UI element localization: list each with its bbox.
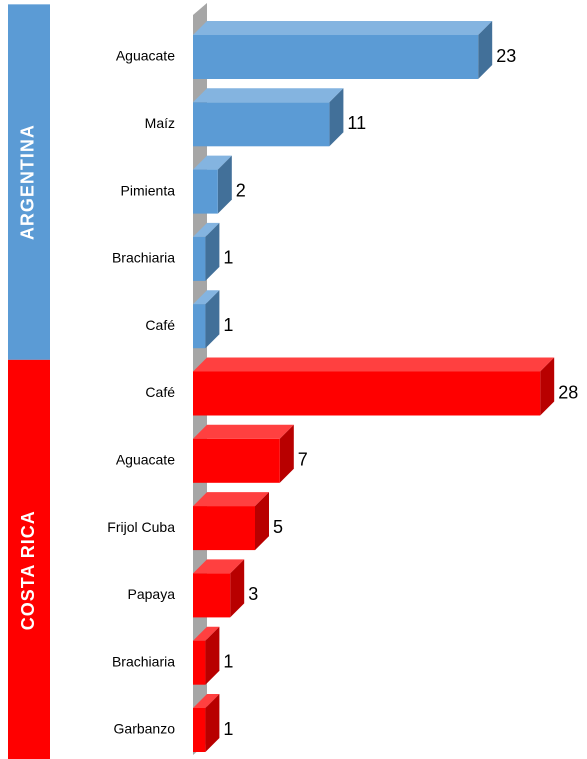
bar-side — [540, 357, 555, 416]
bar-side — [478, 21, 493, 79]
value-label: 2 — [236, 180, 246, 200]
category-label: Maíz — [145, 115, 175, 131]
category-label: Garbanzo — [114, 721, 176, 737]
value-label: 5 — [273, 517, 283, 537]
bar-side — [255, 492, 269, 551]
value-label: 1 — [223, 719, 233, 739]
category-label: Brachiaria — [112, 250, 175, 266]
bar — [193, 438, 280, 483]
bar — [193, 35, 479, 79]
bar-side — [217, 155, 232, 214]
bar-side — [329, 88, 344, 147]
bar — [193, 573, 231, 618]
bar — [193, 236, 206, 281]
value-label: 1 — [223, 315, 233, 335]
bar — [193, 371, 541, 416]
bar-top — [193, 357, 555, 372]
value-label: 23 — [496, 46, 516, 66]
category-label: Café — [145, 317, 175, 333]
bar — [193, 169, 218, 214]
value-label: 1 — [223, 248, 233, 268]
bar-top — [193, 290, 220, 305]
bar — [193, 102, 330, 147]
category-label: Frijol Cuba — [107, 519, 175, 535]
value-label: 3 — [248, 584, 258, 604]
bar — [193, 304, 206, 349]
value-label: 7 — [298, 450, 308, 470]
category-label: Brachiaria — [112, 653, 175, 669]
value-label: 1 — [223, 651, 233, 671]
group-band — [8, 4, 50, 360]
bar — [193, 640, 206, 685]
category-label: Aguacate — [116, 452, 175, 468]
bar — [193, 506, 255, 551]
value-label: 28 — [558, 382, 578, 402]
category-label: Aguacate — [116, 48, 175, 64]
group-label: COSTA RICA — [18, 510, 38, 630]
value-label: 11 — [347, 113, 366, 133]
group-label: ARGENTINA — [18, 124, 38, 240]
bar-side — [205, 290, 220, 349]
bar-top — [193, 492, 269, 507]
group-band — [8, 359, 50, 759]
bar-side — [230, 559, 245, 618]
bar-side — [205, 694, 220, 752]
bar-side — [205, 626, 220, 685]
bar-side — [279, 424, 294, 483]
bar-side — [205, 222, 220, 281]
bar — [193, 708, 206, 752]
bar-top — [193, 424, 294, 439]
category-label: Café — [145, 384, 175, 400]
bar-top — [193, 21, 493, 35]
bar-top — [193, 694, 220, 708]
bar-top — [193, 88, 344, 103]
bar-top — [193, 155, 232, 170]
bar-top — [193, 222, 220, 237]
bar-top — [193, 559, 245, 574]
category-label: Pimienta — [121, 182, 176, 198]
bar-top — [193, 626, 220, 641]
category-label: Papaya — [128, 586, 176, 602]
